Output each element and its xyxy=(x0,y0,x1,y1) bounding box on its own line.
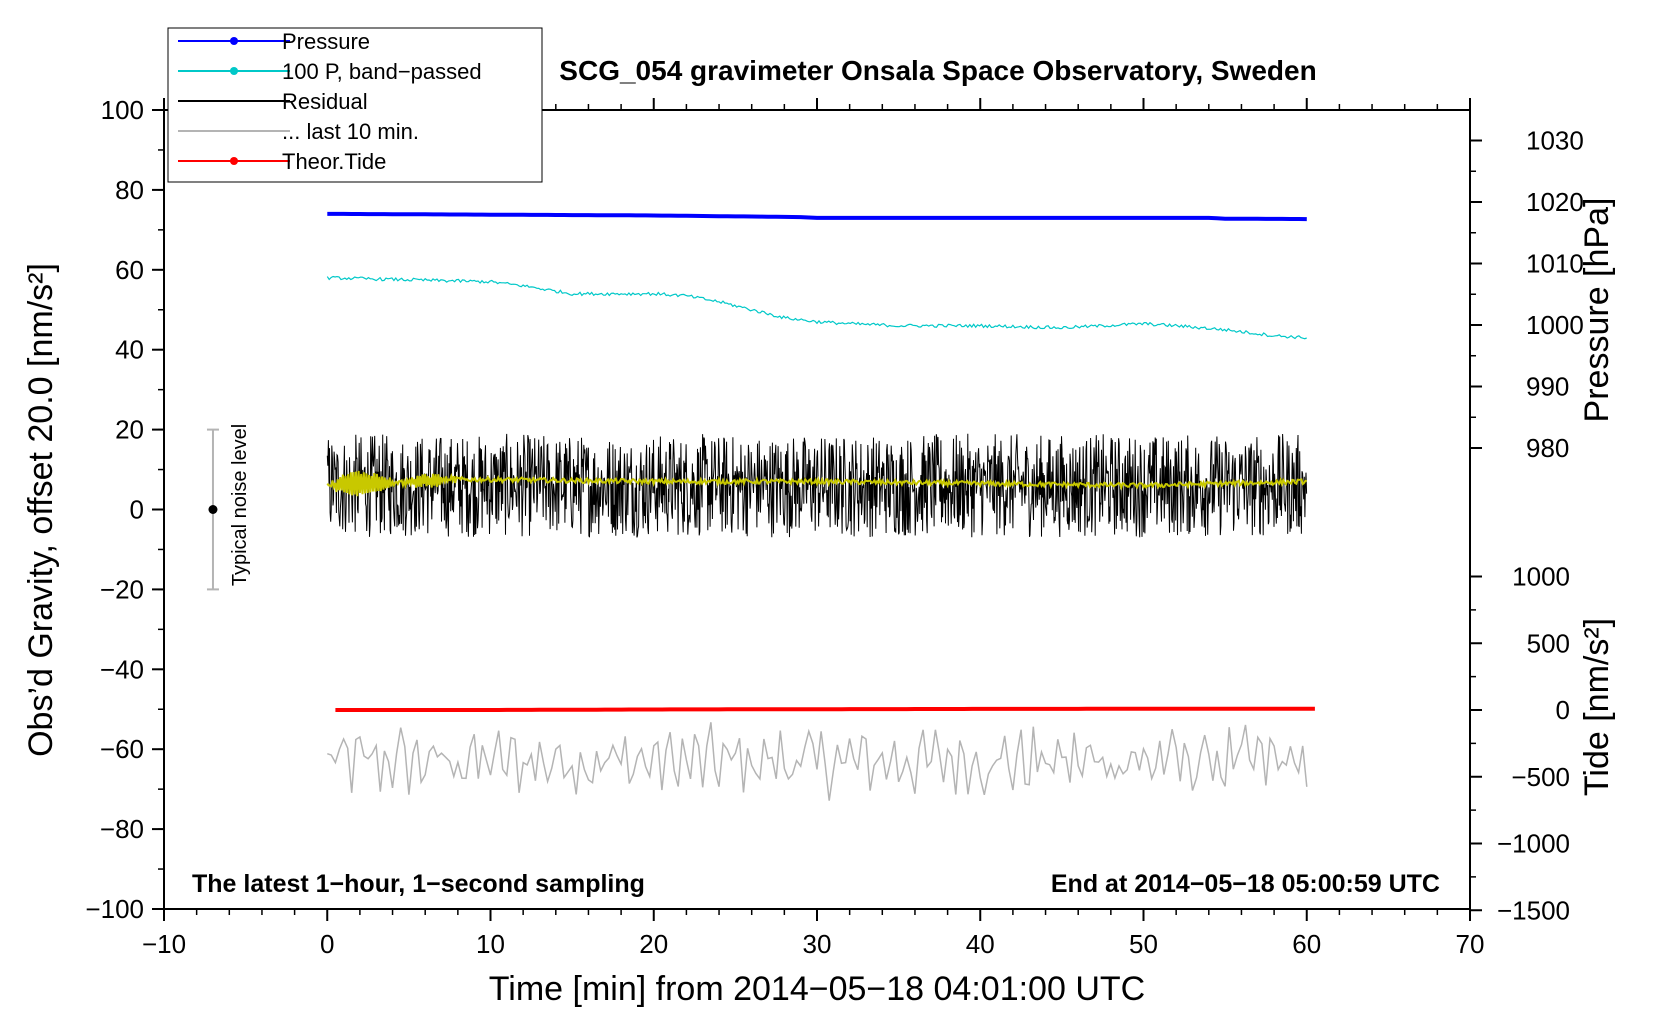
pressure-tick-label: 1020 xyxy=(1526,187,1584,217)
tide-axis-ticks: 1000 500 0 −500 −1000 −1500 xyxy=(1470,562,1570,925)
y-tick-label: 0 xyxy=(130,495,144,525)
y-tick-label: 80 xyxy=(115,175,144,205)
residual-smoothed-line xyxy=(326,470,1307,497)
tide-tick-label: 0 xyxy=(1556,695,1570,725)
y-tick-label: 60 xyxy=(115,255,144,285)
legend-swatch-marker xyxy=(230,37,238,45)
x-tick-label: 60 xyxy=(1292,929,1321,959)
tide-tick-label: 1000 xyxy=(1512,562,1570,592)
y-tick-label: 40 xyxy=(115,335,144,365)
noise-level-bar xyxy=(206,428,219,591)
tide-tick-label: −500 xyxy=(1511,762,1570,792)
pressure-tick-label: 980 xyxy=(1526,433,1569,463)
series-last-10-min xyxy=(327,722,1308,801)
legend-swatch-marker xyxy=(230,157,238,165)
x-tick-label: 40 xyxy=(966,929,995,959)
noise-level-label: Typical noise level xyxy=(229,424,251,586)
tide-tick-label: −1500 xyxy=(1497,895,1570,925)
tide-tick-label: −1000 xyxy=(1497,829,1570,859)
legend-label: 100 P, band−passed xyxy=(282,59,482,84)
x-axis-ticks: −10 0 10 20 30 40 50 60 70 xyxy=(142,98,1485,959)
pressure-tick-label: 990 xyxy=(1526,372,1569,402)
tide-axis-title: Tide [nm/s²] xyxy=(1578,618,1616,796)
series-pressure xyxy=(327,211,1307,222)
x-tick-label: 50 xyxy=(1129,929,1158,959)
pressure-tick-label: 1030 xyxy=(1526,126,1584,156)
pressure-line xyxy=(327,211,1307,222)
series-residual xyxy=(326,433,1308,538)
y-axis-ticks: 100 80 60 40 20 0 −20 −40 −60 −80 −100 xyxy=(85,95,164,924)
caption-sampling: The latest 1−hour, 1−second sampling xyxy=(192,870,645,898)
pressure-axis-title: Pressure [hPa] xyxy=(1578,198,1616,423)
legend-label: ... last 10 min. xyxy=(282,119,419,144)
y-tick-label: 20 xyxy=(115,415,144,445)
y-tick-label: −100 xyxy=(85,894,144,924)
pressure-tick-label: 1010 xyxy=(1526,249,1584,279)
chart-title: SCG_054 gravimeter Onsala Space Observat… xyxy=(559,55,1316,86)
legend-label: Theor.Tide xyxy=(282,149,386,174)
x-tick-label: 30 xyxy=(803,929,832,959)
legend-label: Residual xyxy=(282,89,368,114)
last-10-min-line xyxy=(327,722,1308,801)
y-axis-title: Obs’d Gravity, offset 20.0 [nm/s²] xyxy=(22,263,60,757)
x-tick-label: 70 xyxy=(1456,929,1485,959)
caption-end-time: End at 2014−05−18 05:00:59 UTC xyxy=(1051,870,1440,898)
series-band-passed-pressure xyxy=(326,275,1307,340)
legend-swatch-marker xyxy=(230,67,238,75)
band-passed-line xyxy=(326,275,1307,340)
pressure-tick-label: 1000 xyxy=(1526,310,1584,340)
y-tick-label: −60 xyxy=(100,734,144,764)
y-tick-label: 100 xyxy=(101,95,144,125)
y-tick-label: −80 xyxy=(100,814,144,844)
legend-box xyxy=(167,27,543,183)
series-residual-smoothed xyxy=(326,470,1307,497)
tide-line xyxy=(335,706,1315,712)
pressure-axis-ticks: 1030 1020 1010 1000 990 980 xyxy=(1470,126,1584,463)
y-tick-label: −20 xyxy=(100,574,144,604)
x-tick-label: 20 xyxy=(639,929,668,959)
x-tick-label: 0 xyxy=(320,929,334,959)
legend: Pressure 100 P, band−passed Residual ... la… xyxy=(178,29,482,174)
y-tick-label: −40 xyxy=(100,654,144,684)
noise-bar-center-dot xyxy=(208,505,218,514)
x-tick-label: −10 xyxy=(142,929,186,959)
residual-line xyxy=(326,433,1308,538)
series-theoretical-tide xyxy=(335,706,1315,712)
x-axis-title: Time [min] from 2014−05−18 04:01:00 UTC xyxy=(489,970,1145,1008)
tide-tick-label: 500 xyxy=(1527,628,1570,658)
legend-label: Pressure xyxy=(282,29,370,54)
x-tick-label: 10 xyxy=(476,929,505,959)
